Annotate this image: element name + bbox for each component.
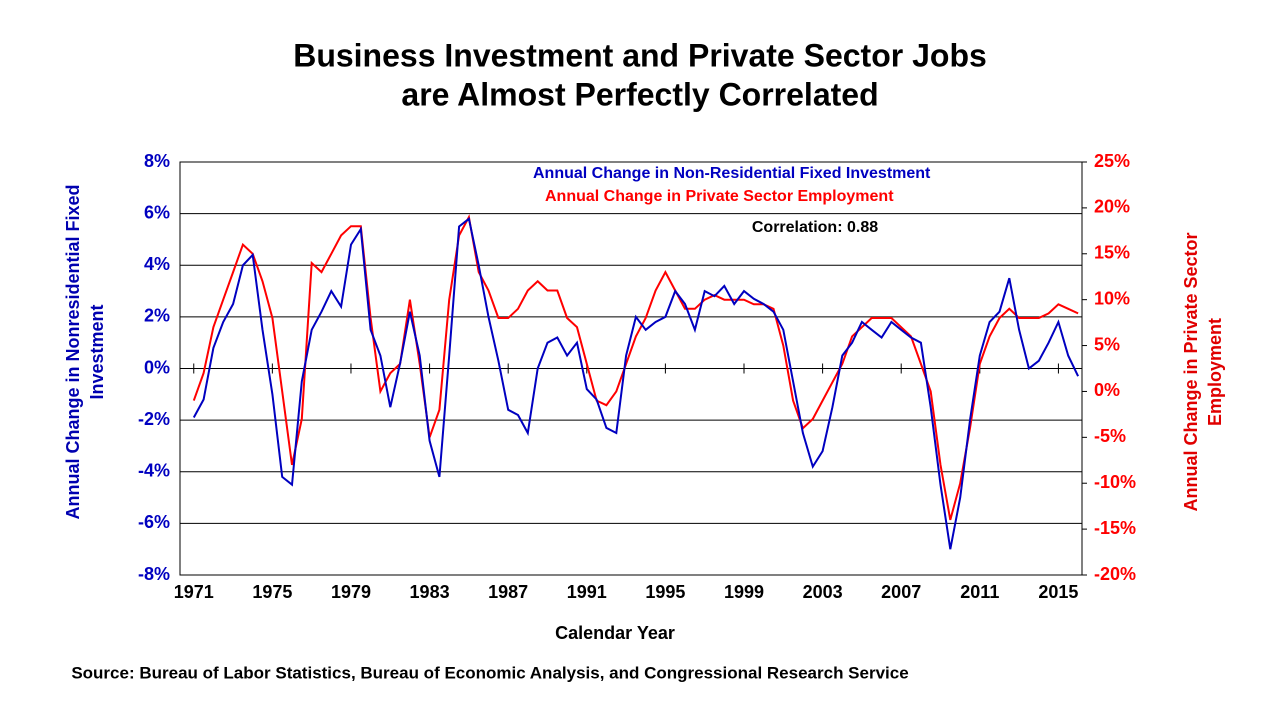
y-tick-label: 0% bbox=[144, 357, 170, 377]
y2-tick-label: 15% bbox=[1094, 243, 1130, 263]
chart-title: Business Investment and Private Sector J… bbox=[293, 37, 987, 73]
y-tick-label: -6% bbox=[138, 512, 170, 532]
legend-entry: Annual Change in Private Sector Employme… bbox=[545, 188, 894, 205]
x-tick-label: 1999 bbox=[724, 582, 764, 602]
x-tick-label: 1987 bbox=[488, 582, 528, 602]
source: Source: Bureau of Labor Statistics, Bure… bbox=[71, 663, 908, 682]
y2-tick-label: -15% bbox=[1094, 518, 1136, 538]
y-axis-label: Annual Change in Nonresidential Fixed bbox=[63, 184, 83, 519]
y-tick-label: -8% bbox=[138, 564, 170, 584]
x-tick-label: 1991 bbox=[567, 582, 607, 602]
y-tick-label: -4% bbox=[138, 461, 170, 481]
annotation: Correlation: 0.88 bbox=[752, 219, 878, 236]
series-line bbox=[192, 217, 1080, 550]
x-tick-label: 2011 bbox=[960, 582, 999, 602]
legend-entry: Annual Change in Non-Residential Fixed I… bbox=[533, 165, 931, 182]
x-tick-label: 1971 bbox=[174, 582, 214, 602]
y-tick-label: 6% bbox=[144, 202, 170, 222]
y2-tick-label: -10% bbox=[1094, 472, 1136, 492]
y2-tick-label: 25% bbox=[1094, 151, 1130, 171]
x-tick-label: 1979 bbox=[331, 582, 371, 602]
x-tick-label: 1995 bbox=[645, 582, 685, 602]
x-tick-label: 2015 bbox=[1038, 582, 1078, 602]
plot-border bbox=[179, 161, 1083, 576]
x-axis-label: Calendar Year bbox=[555, 623, 675, 643]
x-tick-label: 1975 bbox=[252, 582, 292, 602]
y-tick-label: 8% bbox=[144, 151, 170, 171]
series-line bbox=[192, 214, 1079, 521]
y2-tick-label: 0% bbox=[1094, 380, 1120, 400]
x-tick-label: 2007 bbox=[881, 582, 921, 602]
y2-tick-label: -5% bbox=[1094, 426, 1126, 446]
y-axis-label: Investment bbox=[87, 304, 107, 399]
y-tick-label: 2% bbox=[144, 306, 170, 326]
x-tick-label: 1983 bbox=[410, 582, 450, 602]
x-tick-label: 2003 bbox=[803, 582, 843, 602]
chart-title: are Almost Perfectly Correlated bbox=[401, 76, 878, 112]
y2-tick-label: 20% bbox=[1094, 197, 1130, 217]
y2-tick-label: 5% bbox=[1094, 334, 1120, 354]
y2-tick-label: -20% bbox=[1094, 564, 1136, 584]
y2-tick-label: 10% bbox=[1094, 288, 1130, 308]
y-tick-label: 4% bbox=[144, 254, 170, 274]
y-tick-label: -2% bbox=[138, 409, 170, 429]
y2-axis-label: Employment bbox=[1205, 318, 1225, 426]
y2-axis-label: Annual Change in Private Sector bbox=[1181, 232, 1201, 511]
